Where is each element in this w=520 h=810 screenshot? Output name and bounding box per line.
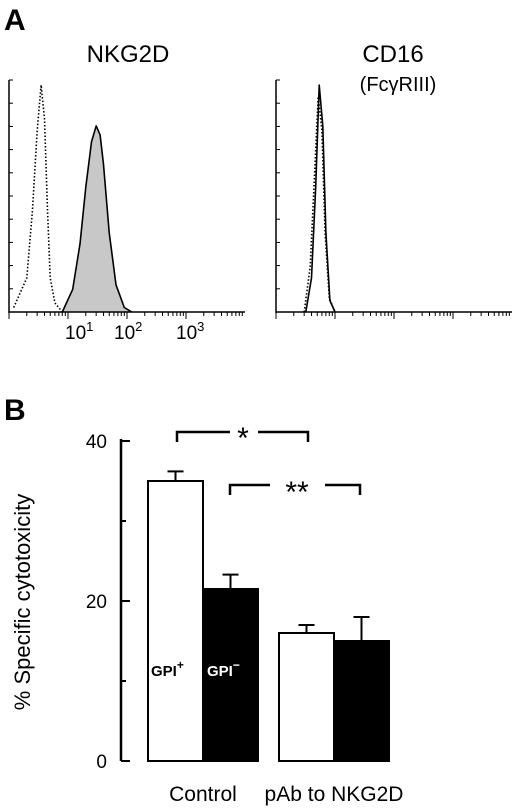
- bar-y-tick-label: 0: [96, 752, 107, 773]
- significance-brackets: * **: [175, 422, 362, 509]
- significance-bracket-2: [228, 483, 362, 495]
- bar-label-gpi-plus: GPI+: [151, 658, 184, 680]
- cd16-subtitle: (FcγRIII): [360, 74, 437, 96]
- bar-1-0: [278, 632, 335, 762]
- significance-label-2: **: [285, 476, 309, 509]
- nkg2d-series-1-curve: [12, 84, 63, 313]
- bar-label-gpi-minus: GPI−: [207, 658, 240, 680]
- bar-1-1: [333, 640, 390, 762]
- y-axis-label: % Specific cytotoxicity: [10, 494, 35, 710]
- bar-0-0: [147, 480, 204, 762]
- nkg2d-series-2-curve: [61, 125, 133, 313]
- x-tick-label-10-2: 102: [114, 319, 142, 344]
- cytotoxicity-bar-chart: 0 20 40 Control pAb to NKG2D: [86, 432, 404, 806]
- cd16-series-1-curve: [303, 95, 336, 313]
- category-label-0: Control: [169, 783, 237, 806]
- x-tick-label-10-1: 101: [65, 319, 93, 344]
- significance-bracket-1: [175, 430, 310, 442]
- nkg2d-title: NKG2D: [87, 41, 170, 68]
- bar-y-tick-label: 20: [86, 592, 107, 613]
- nkg2d-histogram: [8, 79, 245, 319]
- significance-label-1: *: [237, 422, 249, 455]
- panel-b-letter: B: [4, 394, 26, 427]
- x-tick-label-10-3: 103: [176, 319, 204, 344]
- cd16-title: CD16: [362, 41, 423, 68]
- bar-y-tick-label: 40: [86, 432, 107, 453]
- panel-a-letter: A: [4, 4, 26, 37]
- category-label-1: pAb to NKG2D: [265, 783, 404, 806]
- nkg2d-x-tick-labels: 101 102 103: [65, 319, 204, 344]
- nkg2d-series-2-fill: [62, 125, 132, 313]
- cd16-histogram: [275, 79, 512, 319]
- cd16-series-2-curve: [305, 84, 336, 313]
